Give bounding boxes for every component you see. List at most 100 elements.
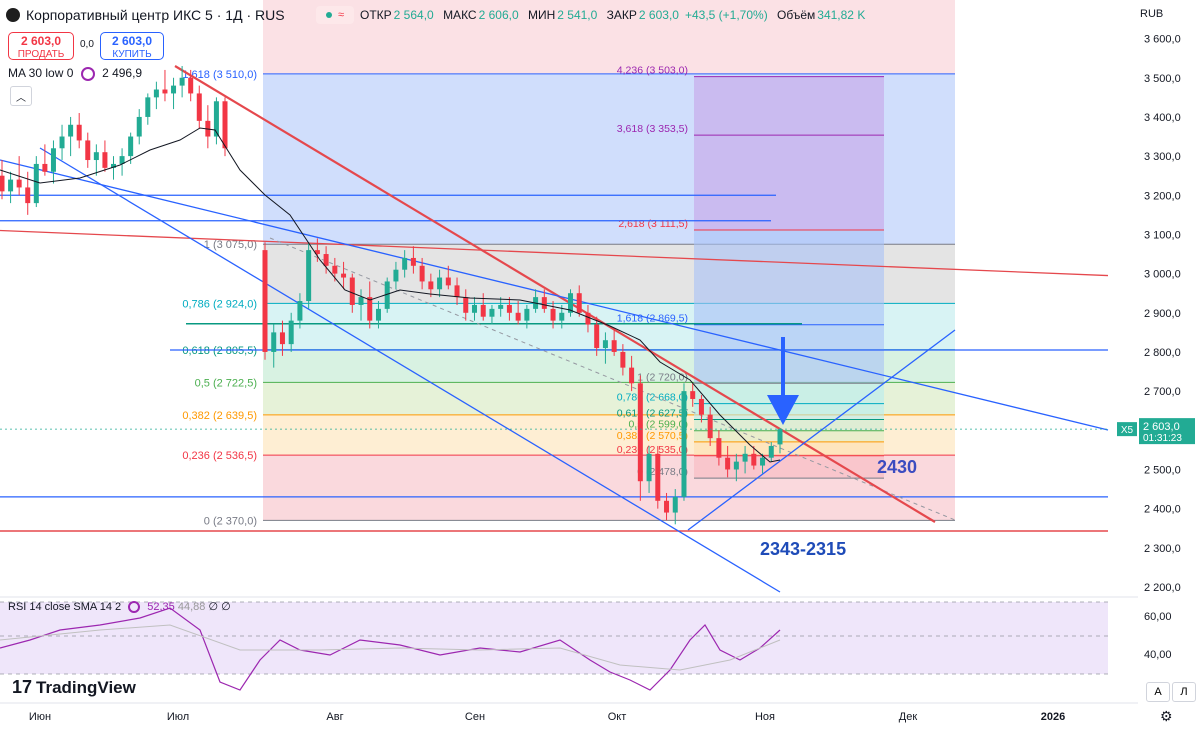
status-indicator[interactable]: ≈ (316, 6, 354, 24)
tradingview-logo[interactable]: 17 TradingView (12, 677, 136, 698)
price-axis-tick-label: 2 400,0 (1144, 504, 1181, 516)
candle-body (664, 500, 670, 513)
candle-body (50, 148, 56, 172)
high-value: 2 606,0 (478, 8, 519, 22)
auto-scale-button[interactable]: А (1146, 682, 1170, 702)
candle-body (541, 297, 547, 309)
fib2-level-label: 3,618 (3 353,5) (617, 123, 688, 135)
fib2-band (694, 441, 884, 456)
candle-body (506, 304, 512, 313)
candle-body (480, 304, 486, 317)
candle-body (646, 453, 652, 482)
candle-body (384, 281, 390, 309)
ma-30-line (0, 127, 781, 463)
price-axis-tick-label: 3 400,0 (1144, 112, 1181, 124)
rsi-settings-icon[interactable] (128, 601, 141, 614)
ma-legend[interactable]: MA 30 low 0 2 496,9 (8, 66, 142, 81)
symbol-logo-icon (6, 8, 20, 22)
high-label: МАКС (443, 8, 477, 22)
buy-button[interactable]: 2 603,0 КУПИТЬ (100, 32, 164, 60)
low-label: МИН (527, 8, 556, 22)
candle-body (25, 187, 31, 204)
candle-body (672, 496, 678, 513)
candle-body (8, 179, 14, 192)
price-axis-tick-label: 2 500,0 (1144, 464, 1181, 476)
blue-channel-upper (0, 159, 1109, 431)
candle-body (550, 308, 556, 321)
candle-body (777, 429, 783, 445)
candle-body (751, 453, 757, 466)
candle-body (102, 152, 108, 168)
candle-body (128, 136, 134, 157)
open-value: 2 564,0 (393, 8, 434, 22)
candle-body (524, 308, 530, 321)
fib1-level-label: 0,236 (2 536,5) (182, 450, 257, 462)
brand-name: TradingView (36, 677, 136, 697)
candle-body (463, 297, 469, 313)
collapse-legend-button[interactable]: ︿ (10, 86, 32, 106)
candle-body (768, 445, 774, 458)
volume-value: 341,82 K (817, 8, 866, 22)
ma-label: MA 30 low 0 (8, 66, 74, 80)
dashed-projection-line (269, 237, 956, 521)
candle-body (111, 163, 116, 168)
rsi-line (0, 607, 781, 691)
rsi-empty-2: ∅ (221, 601, 231, 613)
candle-body (515, 312, 521, 321)
fib2-band (694, 455, 884, 479)
currency-label[interactable]: RUB (1140, 8, 1164, 20)
fib2-band (694, 229, 884, 325)
price-axis-tick-label: 2 300,0 (1144, 543, 1181, 555)
settings-spinner-icon[interactable] (80, 66, 95, 81)
fib2-level-label: 0,5 (2 599,0) (628, 419, 688, 431)
candle-body (0, 175, 5, 192)
red-downtrend-line (174, 65, 936, 523)
log-label: Л (1180, 686, 1188, 698)
price-axis-tick-label: 3 100,0 (1144, 229, 1181, 241)
sell-button[interactable]: 2 603,0 ПРОДАТЬ (8, 32, 74, 60)
buy-label: КУПИТЬ (112, 49, 152, 60)
gear-icon[interactable]: ⚙ (1160, 708, 1173, 724)
candle-body (332, 265, 338, 274)
candle-body (297, 301, 303, 321)
time-axis-label: Июл (167, 711, 189, 723)
candle-body (349, 277, 355, 305)
candle-body (576, 293, 582, 313)
price-tag-countdown: 01:31:23 (1143, 433, 1182, 444)
candle-body (153, 89, 159, 98)
candle-body (162, 89, 168, 94)
candle-body (262, 250, 268, 352)
time-axis-label: Авг (326, 711, 343, 723)
candle-body (725, 457, 731, 470)
candle-body (196, 93, 202, 121)
rsi-label: RSI 14 close SMA 14 2 (8, 601, 122, 613)
candle-body (288, 320, 294, 345)
candle-body (402, 257, 408, 270)
candle-body (145, 97, 151, 117)
close-label: ЗАКР (606, 8, 637, 22)
candle-body (136, 116, 142, 137)
fib2-band (694, 135, 884, 230)
candle-body (498, 304, 504, 309)
fib1-level-label: 1,618 (3 510,0) (182, 69, 257, 81)
log-scale-button[interactable]: Л (1172, 682, 1196, 702)
fib1-level-label: 0,5 (2 722,5) (195, 377, 257, 389)
symbol-title[interactable]: Корпоративный центр ИКС 5 · 1Д · RUS (26, 7, 285, 23)
approx-icon: ≈ (337, 9, 345, 21)
candle-body (59, 136, 65, 149)
rsi-empty-1: ∅ (208, 601, 219, 613)
candle-body (733, 461, 739, 470)
candle-body (367, 297, 373, 321)
price-axis-tick-label: 3 200,0 (1144, 190, 1181, 202)
symbol-tag (1117, 422, 1137, 437)
blue-channel-lower (39, 147, 781, 593)
candle-body (271, 332, 277, 352)
fib1-zone-top (263, 0, 955, 74)
time-axis-label: Окт (608, 711, 627, 723)
time-axis-label: Дек (899, 711, 918, 723)
candle-body (279, 332, 285, 345)
candle-body (489, 308, 495, 317)
rsi-legend[interactable]: RSI 14 close SMA 14 2 52,35 44,88 ∅ ∅ (8, 600, 231, 614)
candle-body (393, 269, 399, 282)
